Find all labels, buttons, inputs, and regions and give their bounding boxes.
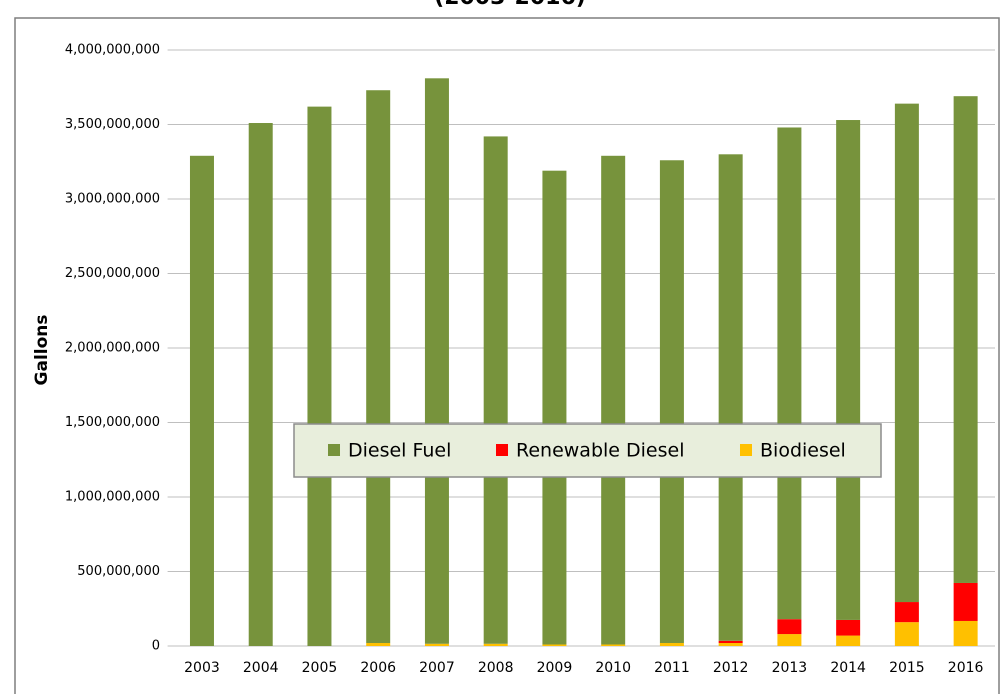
y-tick-label: 1,500,000,000 [65, 415, 160, 430]
legend-swatch [496, 444, 508, 456]
x-tick-label: 2014 [830, 660, 866, 676]
legend-swatch [740, 444, 752, 456]
x-tick-label: 2003 [184, 660, 220, 676]
bar-segment [836, 619, 861, 636]
x-tick-label: 2005 [302, 660, 338, 676]
x-tick-label: 2010 [595, 660, 631, 676]
bar-segment [659, 643, 684, 646]
bar-segment [424, 643, 449, 646]
bar-segment [718, 640, 743, 644]
bar-segment [836, 635, 861, 646]
y-tick-label: 3,000,000,000 [65, 192, 160, 207]
legend-label: Diesel Fuel [348, 440, 451, 462]
y-tick-label: 2,500,000,000 [65, 266, 160, 281]
y-tick-label: 4,000,000,000 [65, 43, 160, 58]
legend-label: Renewable Diesel [516, 440, 685, 462]
bar-segment [953, 582, 978, 621]
bar-segment [894, 103, 919, 603]
y-tick-label: 3,500,000,000 [65, 117, 160, 132]
x-tick-label: 2012 [713, 660, 749, 676]
bar-segment [777, 127, 802, 620]
x-tick-label: 2007 [419, 660, 455, 676]
x-tick-label: 2008 [478, 660, 514, 676]
x-tick-label: 2011 [654, 660, 690, 676]
bar-segment [659, 160, 684, 644]
bar-segment [777, 634, 802, 646]
bar-segment [894, 622, 919, 646]
x-tick-label: 2013 [772, 660, 808, 676]
bar-segment [366, 90, 391, 644]
bar-segment [483, 643, 508, 646]
bar-segment [542, 170, 567, 645]
y-tick-label: 2,000,000,000 [65, 341, 160, 356]
bar-segment [248, 123, 273, 646]
x-tick-label: 2009 [537, 660, 573, 676]
x-tick-label: 2015 [889, 660, 925, 676]
legend-box [293, 423, 882, 478]
bar-segment [542, 644, 567, 646]
bar-segment [307, 106, 332, 647]
bar-segment [836, 120, 861, 620]
bar-segment [366, 643, 391, 646]
bar-segment [483, 136, 508, 644]
y-tick-label: 0 [152, 639, 160, 654]
legend-label: Biodiesel [760, 440, 846, 462]
legend-swatch [328, 444, 340, 456]
x-tick-label: 2004 [243, 660, 279, 676]
x-tick-label: 2006 [360, 660, 396, 676]
bar-segment [718, 154, 743, 641]
x-tick-label: 2016 [948, 660, 984, 676]
bar-segment [189, 155, 214, 647]
bar-segment [953, 620, 978, 646]
bar-segment [424, 78, 449, 644]
bar-segment [601, 155, 626, 645]
bar-segment [894, 602, 919, 623]
chart-title: (2003-2016) [434, 0, 586, 10]
y-tick-label: 1,000,000,000 [65, 490, 160, 505]
bar-segment [601, 644, 626, 646]
bar-segment [953, 96, 978, 583]
bar-segment [777, 619, 802, 635]
bar-segment [718, 643, 743, 646]
y-axis-label: Gallons [32, 315, 52, 386]
y-tick-label: 500,000,000 [77, 564, 160, 579]
